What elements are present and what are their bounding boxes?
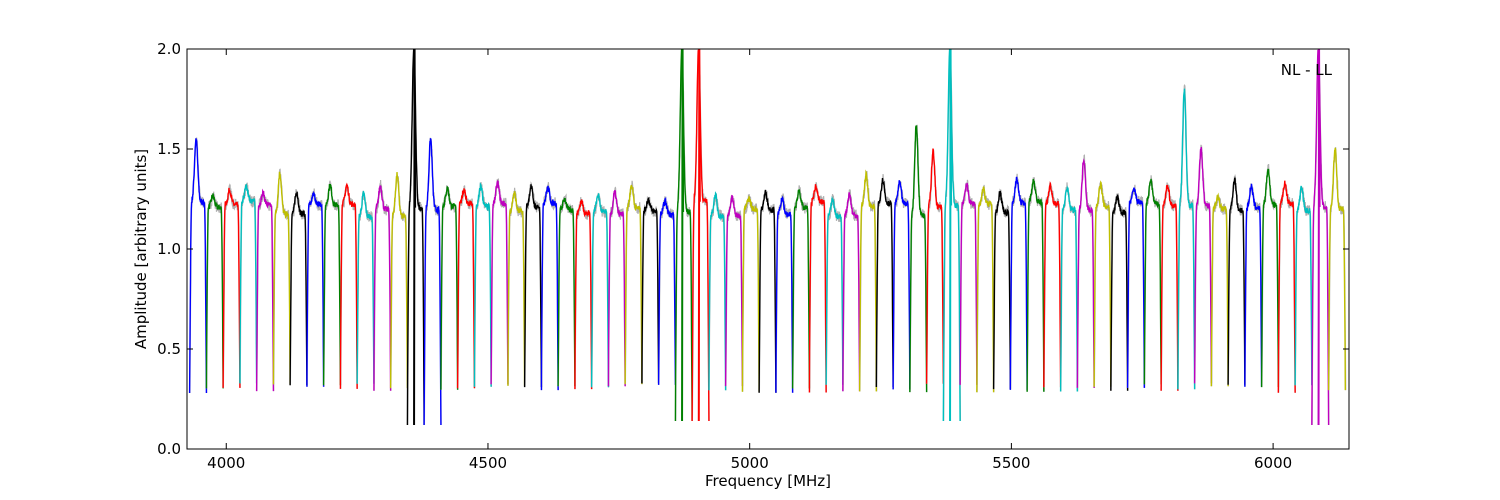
band-line (1126, 187, 1145, 388)
band-line (1076, 158, 1095, 388)
y-tick-label: 0.5 (157, 340, 181, 358)
band-line (791, 189, 811, 389)
band-line (992, 190, 1011, 390)
band-line (607, 190, 626, 387)
x-tick-label: 5500 (992, 454, 1030, 472)
x-axis-label: Frequency [MHz] (705, 472, 831, 490)
band-line (925, 148, 944, 384)
x-tick-label: 4000 (207, 454, 245, 472)
band-line (1327, 147, 1346, 391)
band-spike (697, 49, 701, 422)
band-line (1277, 180, 1296, 393)
band-line (306, 190, 325, 387)
band-line (1244, 183, 1263, 387)
y-tick-label: 2.0 (157, 40, 181, 58)
band-line (775, 195, 794, 393)
band-line (1294, 185, 1313, 386)
band-line (574, 199, 593, 390)
band-line (858, 169, 877, 392)
band-line (1311, 49, 1330, 426)
band-spike (1317, 49, 1321, 426)
band-line (943, 49, 961, 422)
band-line (1227, 177, 1246, 385)
band-line (675, 49, 693, 422)
band-line (423, 138, 442, 426)
band-line (842, 192, 861, 392)
band-line (674, 49, 693, 422)
band-line (741, 195, 760, 392)
band-line (1193, 147, 1212, 384)
band-line (1177, 83, 1196, 390)
band-line (1210, 192, 1229, 387)
band-line (641, 196, 660, 384)
y-tick-label: 1.0 (157, 240, 181, 258)
band-line (875, 177, 894, 388)
band-line (389, 172, 409, 389)
band-line (457, 185, 476, 389)
band-spike (413, 49, 417, 426)
y-tick-label: 0.0 (157, 440, 181, 458)
band-line (624, 184, 643, 385)
band-line (657, 196, 677, 385)
band-line (540, 185, 559, 391)
band-line (456, 188, 476, 389)
y-axis-label: Amplitude [arbitrary units] (132, 149, 150, 349)
band-line (1026, 178, 1045, 392)
band-line (1110, 194, 1129, 391)
band-line (373, 185, 392, 391)
band-line (490, 179, 509, 385)
band-line (473, 182, 492, 387)
x-tick-label: 6000 (1254, 454, 1292, 472)
band-spike (949, 49, 953, 422)
band-line (590, 193, 610, 388)
band-line (239, 183, 258, 384)
band-line (256, 193, 275, 392)
band-line (1143, 178, 1162, 385)
band-line (1160, 184, 1179, 391)
band-line (892, 180, 911, 390)
band-line (205, 193, 224, 389)
band-line (758, 189, 777, 393)
band-line (440, 186, 459, 390)
band-line (808, 184, 827, 393)
band-line (976, 186, 995, 393)
band-line (322, 183, 342, 386)
band-line (339, 182, 358, 389)
band-line (222, 187, 241, 388)
band-line (272, 171, 291, 385)
band-line (507, 191, 526, 386)
plot-lines (188, 49, 1347, 426)
x-tick-label: 5000 (731, 454, 769, 472)
band-line (356, 190, 375, 384)
x-tick-label: 4500 (469, 454, 507, 472)
plot-frame (186, 48, 1350, 450)
band-line (557, 197, 576, 387)
y-tick-label: 1.5 (157, 140, 181, 158)
band-line (708, 191, 727, 391)
band-line (909, 125, 928, 393)
band-line (255, 188, 275, 392)
band-line (1260, 168, 1279, 388)
chart-annotation: NL - LL (1281, 61, 1333, 79)
band-line (1009, 176, 1028, 390)
band-line (1059, 185, 1078, 392)
band-line (691, 49, 710, 422)
band-line (724, 194, 744, 387)
band-line (1093, 180, 1112, 387)
band-line (1043, 180, 1062, 388)
band-line (825, 195, 844, 385)
band-line (959, 182, 978, 385)
band-spike (681, 49, 685, 422)
band-line (523, 184, 543, 388)
band-line (188, 138, 208, 394)
ticks: 4000 4500 5000 5500 6000 0.0 0.5 1.0 1.5 2.0 (157, 40, 1349, 472)
band-line (289, 191, 308, 386)
band-line (1177, 88, 1196, 390)
